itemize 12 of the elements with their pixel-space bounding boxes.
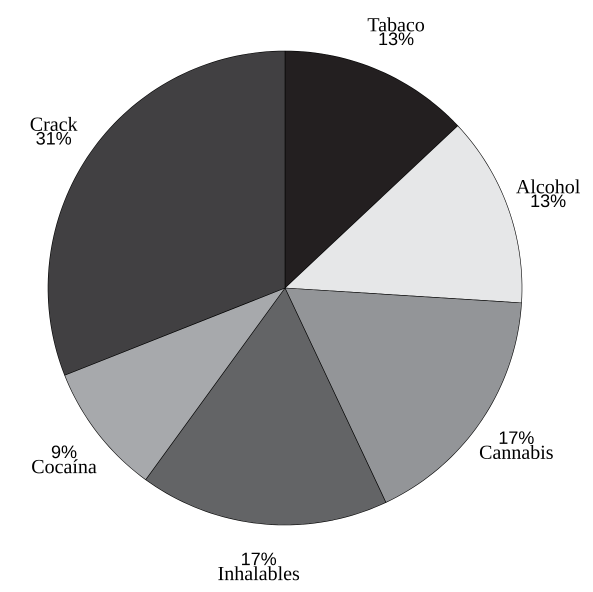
data-label: 17% xyxy=(242,552,276,566)
slice-label: Cocaína xyxy=(32,459,97,474)
data-label: 31% xyxy=(36,132,72,145)
data-label: 17% xyxy=(500,431,534,444)
data-label: 9% xyxy=(52,445,76,458)
slice-label: Crack xyxy=(30,116,78,131)
data-label: 13% xyxy=(531,194,566,208)
slice-label: Inhalables xyxy=(218,566,300,580)
slice-label: Alcohol xyxy=(516,179,580,194)
data-label: 13% xyxy=(379,32,414,46)
slice-label: Cannabis xyxy=(480,444,553,460)
slice-label: Tabaco xyxy=(368,17,424,32)
